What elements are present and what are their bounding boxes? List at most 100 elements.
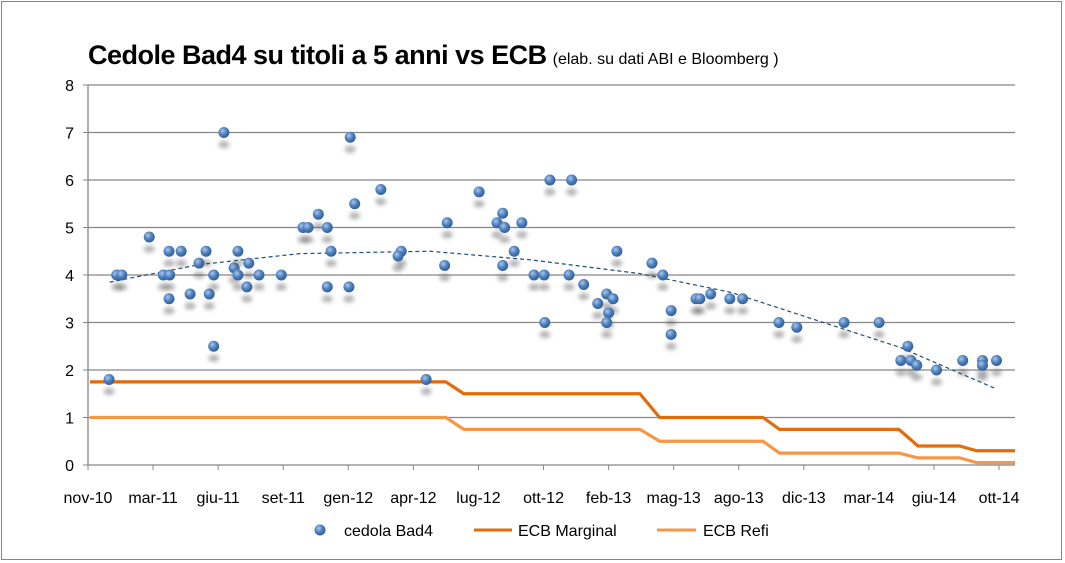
data-point-shadow [657,283,669,291]
data-point [724,293,736,305]
data-point-shadow [539,331,551,338]
data-point [375,184,387,195]
data-point [200,245,212,257]
data-point [497,207,509,219]
data-point [208,269,220,281]
data-point [439,260,451,271]
data-point-shadow [343,295,355,303]
data-point-shadow [592,312,604,319]
data-point-shadow [241,295,253,303]
legend-label-ecb-marginal: ECB Marginal [518,523,617,540]
data-point-shadow [976,373,988,381]
data-point [592,298,604,309]
y-tick-label: 0 [65,458,74,475]
data-point [957,355,969,366]
data-point-shadow [420,388,432,395]
data-point [601,317,613,328]
data-point [538,269,550,281]
data-point-shadow [312,222,324,230]
data-point [539,317,551,328]
data-point [895,355,907,366]
data-point-shadow [705,302,717,310]
data-point [164,269,176,281]
x-tick-label: giu-14 [912,490,957,507]
trendline [109,250,997,390]
data-point [232,269,244,281]
data-point [116,269,128,281]
data-point-shadow [243,271,255,279]
x-tick-label: set-11 [262,490,305,507]
data-point-shadow [203,302,215,310]
data-point-shadow [491,231,503,239]
y-tick-label: 3 [65,316,74,333]
data-point-shadow [497,274,509,281]
data-point-shadow [200,259,212,267]
data-point-shadow [184,302,196,310]
x-tick-label: mar-14 [844,490,895,507]
data-point-shadow [873,331,885,338]
y-tick-label: 1 [65,411,74,428]
data-point-shadow [601,331,613,338]
data-point-shadow [665,342,677,350]
data-point-shadow [349,212,361,220]
data-point-shadow [694,307,706,315]
data-point [990,355,1002,366]
data-point-shadow [508,259,520,267]
x-tick-label: feb-13 [586,490,631,507]
data-point-shadow [646,271,658,279]
data-point-shadow [116,283,128,291]
data-point [203,288,215,300]
data-point-shadow [905,369,917,376]
data-point-shadow [516,231,528,239]
data-point-shadow [578,293,590,300]
data-point-shadow [163,307,175,315]
data-point [243,257,255,269]
x-tick-label: gen-12 [323,490,373,507]
data-point-shadow [325,259,337,267]
data-point [499,222,511,233]
data-point [607,293,619,305]
data-point [838,317,850,328]
data-point [705,288,717,300]
data-point [544,174,556,186]
data-point [976,359,988,371]
data-point-shadow [232,259,244,267]
data-point [103,374,115,385]
data-point-shadow [321,236,333,243]
data-point-shadow [499,236,511,243]
data-point-shadow [392,264,404,272]
data-point [163,245,175,257]
legend-label-ecb-refi: ECB Refi [703,523,769,540]
data-point-shadow [538,283,550,291]
data-point [312,208,324,220]
data-point [343,281,355,293]
data-point-shadow [724,307,736,315]
data-point-shadow [838,331,850,338]
data-point-shadow [321,295,333,303]
data-point-shadow [439,274,451,281]
y-tick-label: 6 [65,173,74,190]
data-point [737,293,749,305]
data-point [694,293,706,305]
data-point [508,245,520,257]
data-point [603,307,615,319]
data-point [344,131,356,143]
data-point [163,293,175,305]
data-point-shadow [611,259,623,267]
x-tick-label: nov-10 [64,490,113,507]
data-point [349,198,361,210]
data-point [302,222,314,233]
data-point [321,222,333,233]
data-point-shadow [193,271,205,279]
data-point [253,269,265,281]
data-point-shadow [218,141,230,148]
data-point-shadow [344,145,356,153]
data-point-shadow [375,198,387,205]
data-point [497,260,509,271]
data-point-shadow [302,236,314,243]
data-point [232,245,244,257]
data-point-shadow [473,200,485,208]
data-point [321,281,333,293]
x-tick-label: giu-11 [197,490,240,507]
